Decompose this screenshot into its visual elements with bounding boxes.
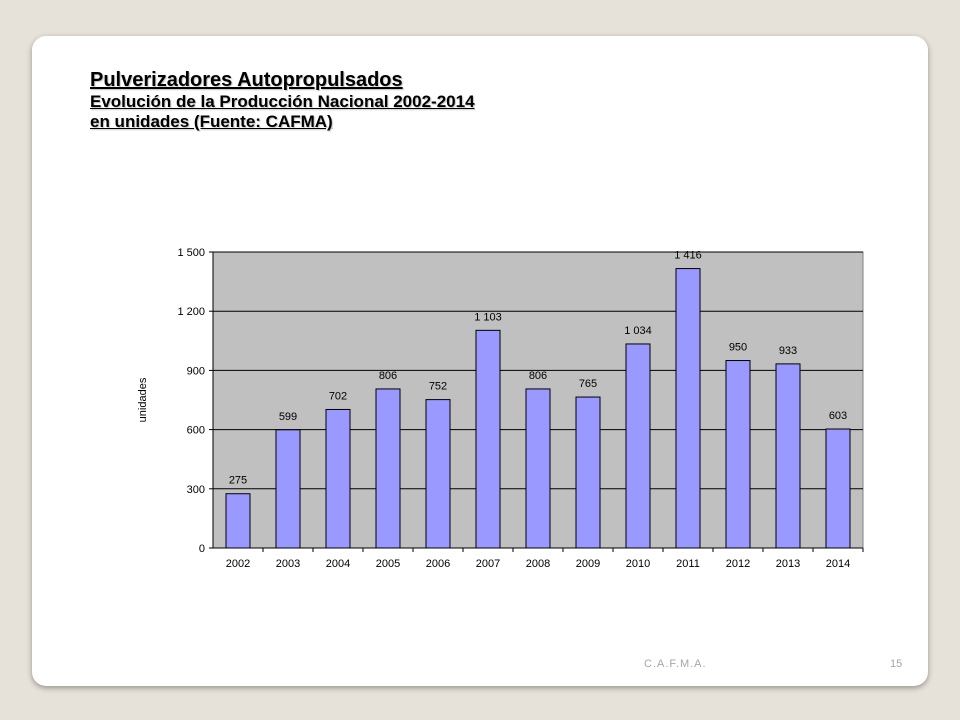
y-tick-label: 900	[187, 365, 205, 377]
bar	[275, 429, 301, 549]
data-label: 950	[729, 342, 747, 354]
y-axis-label: unidades	[137, 377, 149, 422]
data-label: 806	[379, 370, 397, 382]
data-label: 275	[229, 475, 247, 487]
x-tick-label: 2012	[726, 558, 750, 570]
x-tick-label: 2009	[576, 558, 600, 570]
bar	[225, 493, 251, 549]
data-label: 806	[529, 370, 547, 382]
y-tick-label: 600	[187, 425, 205, 437]
x-tick-label: 2002	[226, 558, 250, 570]
bar-chart: 0 300 600 900 1 200 1 500 unidades 275 2002 599 20…	[137, 247, 864, 570]
bar	[475, 329, 501, 549]
bar	[725, 360, 751, 549]
bar	[625, 343, 651, 549]
x-tick-label: 2014	[826, 558, 850, 570]
x-tick-label: 2013	[776, 558, 800, 570]
slide-panel: Pulverizadores Autopropulsados Evolución…	[32, 36, 928, 686]
y-tick-label: 0	[199, 543, 205, 555]
footer-organization: C.A.F.M.A.	[644, 658, 707, 670]
x-tick-label: 2010	[626, 558, 650, 570]
bar	[425, 399, 451, 549]
y-tick-label: 1 500	[177, 247, 205, 259]
x-tick-label: 2004	[326, 558, 350, 570]
data-label: 702	[329, 390, 347, 402]
y-tick-label: 300	[187, 484, 205, 496]
data-label: 752	[429, 381, 447, 393]
bar	[675, 268, 701, 549]
data-label: 933	[779, 345, 797, 357]
bar	[575, 396, 601, 549]
slide-subtitle-source: en unidades (Fuente: CAFMA)	[90, 112, 333, 131]
data-label: 1 034	[624, 325, 652, 337]
x-tick-label: 2011	[676, 558, 700, 570]
data-label: 765	[579, 378, 597, 390]
data-label: 1 103	[474, 311, 502, 323]
x-tick-label: 2005	[376, 558, 400, 570]
title-block: Pulverizadores Autopropulsados Evolución…	[90, 68, 475, 132]
y-tick-label: 1 200	[177, 306, 205, 318]
bar	[325, 408, 351, 549]
slide-title: Pulverizadores Autopropulsados	[90, 69, 403, 91]
data-label: 599	[279, 411, 297, 423]
x-tick-label: 2007	[476, 558, 500, 570]
data-label: 1 416	[674, 250, 702, 262]
bar	[375, 388, 401, 549]
bar	[525, 388, 551, 549]
x-tick-label: 2006	[426, 558, 450, 570]
slide-subtitle: Evolución de la Producción Nacional 2002…	[90, 92, 475, 111]
x-tick-label: 2008	[526, 558, 550, 570]
bar	[825, 428, 851, 549]
x-tick-label: 2003	[276, 558, 300, 570]
page-number: 15	[890, 658, 903, 670]
data-label: 603	[829, 410, 847, 422]
bar	[775, 363, 801, 549]
